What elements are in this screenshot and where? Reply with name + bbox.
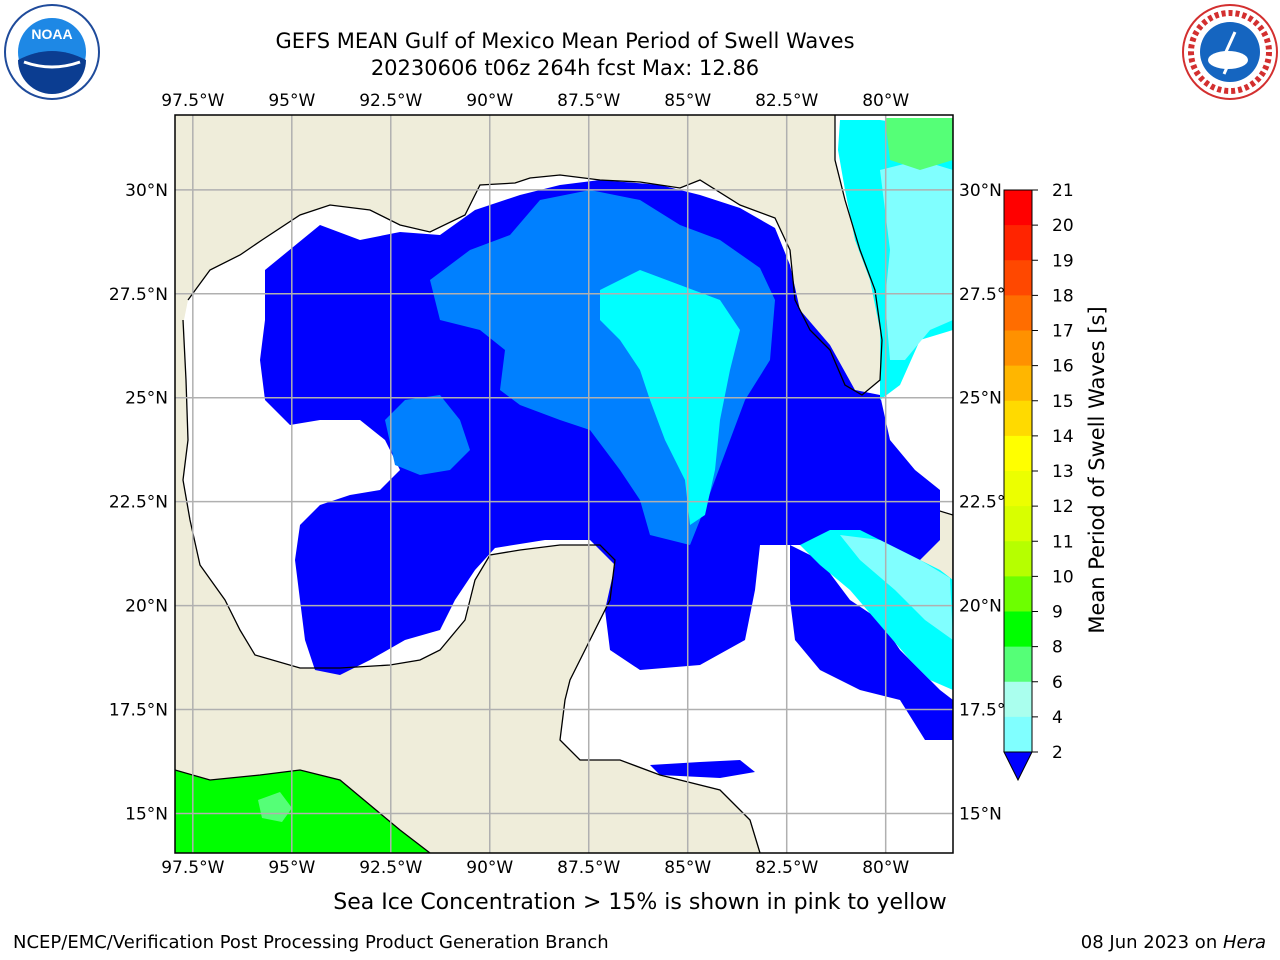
lon-tick-top: 80°W [862,91,909,111]
colorbar-tick-label: 2 [1052,743,1063,763]
colorbar-segment [1004,435,1032,472]
colorbar-segment [1004,716,1032,753]
graticule [175,115,953,853]
colorbar-tick-label: 8 [1052,638,1063,658]
colorbar-segment [1004,471,1032,507]
lat-tick-left: 20°N [125,597,168,617]
lon-tick-bottom: 82.5°W [755,858,818,878]
noaa-logo: NOAA [2,2,102,106]
colorbar-tick-label: 10 [1052,567,1074,587]
colorbar: 21 20 19 18 17 16 15 14 13 12 11 10 9 8 6 4 2 [1003,181,1074,782]
colorbar-tick-label: 6 [1052,673,1063,693]
footer-date-text: 08 Jun 2023 on [1080,932,1223,953]
field-green-east [885,118,953,170]
footer-host: Hera [1222,932,1266,953]
lon-tick-bottom: 87.5°W [557,858,620,878]
colorbar-tick-label: 18 [1052,286,1074,306]
colorbar-segment [1004,611,1032,648]
colorbar-segment [1004,646,1032,683]
colorbar-segment [1004,506,1032,542]
lon-tick-bottom: 80°W [862,858,909,878]
nws-logo [1180,2,1280,106]
colorbar-segment [1004,295,1032,331]
field-mid-blue-west [385,395,470,475]
chart-title: GEFS MEAN Gulf of Mexico Mean Period of … [275,29,855,53]
lon-tick-top: 82.5°W [755,91,818,111]
field-dark-blue-se [790,545,953,740]
colorbar-segment [1004,190,1032,226]
footer-credit: NCEP/EMC/Verification Post Processing Pr… [13,932,609,953]
lon-tick-bottom: 90°W [466,858,513,878]
footer-date: 08 Jun 2023 on Hera [1081,932,1266,953]
lat-tick-right: 25°N [959,389,1002,409]
chart-subtitle: 20230606 t06z 264h fcst Max: 12.86 [370,56,760,80]
lat-tick-left: 25°N [125,389,168,409]
lon-tick-top: 97.5°W [161,91,224,111]
lat-tick-left: 30°N [125,181,168,201]
colorbar-segment [1004,365,1032,402]
colorbar-tick-label: 20 [1052,216,1074,236]
lat-tick-left: 17.5°N [109,701,168,721]
lon-tick-bottom: 95°W [268,858,315,878]
colorbar-tick-label: 15 [1052,392,1074,412]
colorbar-tick-label: 14 [1052,427,1074,447]
lat-tick-left: 15°N [125,805,168,825]
colorbar-extend-arrow [1003,751,1033,782]
field-light-cyan-east [880,160,953,360]
lat-tick-right: 22.5°N [959,493,1018,513]
lon-tick-bottom: 85°W [664,858,711,878]
field-light-cyan-se [840,535,953,640]
lat-tick-right: 15°N [959,805,1002,825]
tick-labels: 97.5°W 97.5°W 95°W 95°W 92.5°W 92.5°W 90°W 90°W… [109,91,1018,878]
lon-tick-bottom: 97.5°W [161,858,224,878]
colorbar-tick-label: 13 [1052,462,1074,482]
lat-tick-left: 27.5°N [109,285,168,305]
field-green-pacific [175,770,430,853]
colorbar-tick-label: 16 [1052,357,1074,377]
colorbar-tick-label: 21 [1052,181,1074,201]
lon-tick-top: 85°W [664,91,711,111]
map-area [175,115,953,853]
colorbar-segment [1004,330,1032,367]
colorbar-segment [1004,576,1032,612]
coastline [175,115,883,853]
lat-tick-right: 30°N [959,181,1002,201]
colorbar-segment [1004,541,1032,577]
lat-tick-right: 17.5°N [959,701,1018,721]
map-frame [174,114,954,854]
colorbar-tick-label: 19 [1052,251,1074,271]
lon-tick-bottom: 92.5°W [359,858,422,878]
sea-ice-note: Sea Ice Concentration > 15% is shown in … [333,890,947,915]
lat-tick-right: 20°N [959,597,1002,617]
colorbar-tick-label: 4 [1052,708,1063,728]
lon-tick-top: 87.5°W [557,91,620,111]
colorbar-tick-label: 12 [1052,497,1074,517]
field-dark-blue-yucatan [650,760,755,778]
lat-tick-left: 22.5°N [109,493,168,513]
lon-tick-top: 92.5°W [359,91,422,111]
colorbar-tick-label: 9 [1052,603,1063,623]
colorbar-tick-label: 11 [1052,532,1074,552]
colorbar-tick-label: 17 [1052,322,1074,342]
field-light-green-pacific [258,792,292,822]
noaa-logo-text: NOAA [31,26,72,42]
colorbar-title: Mean Period of Swell Waves [s] [1085,306,1109,634]
lon-tick-top: 95°W [268,91,315,111]
lon-tick-top: 90°W [466,91,513,111]
lat-tick-right: 27.5°N [959,285,1018,305]
colorbar-segment [1004,400,1032,437]
colorbar-segment [1004,260,1032,296]
colorbar-segment [1004,681,1032,718]
colorbar-segment [1004,225,1032,261]
